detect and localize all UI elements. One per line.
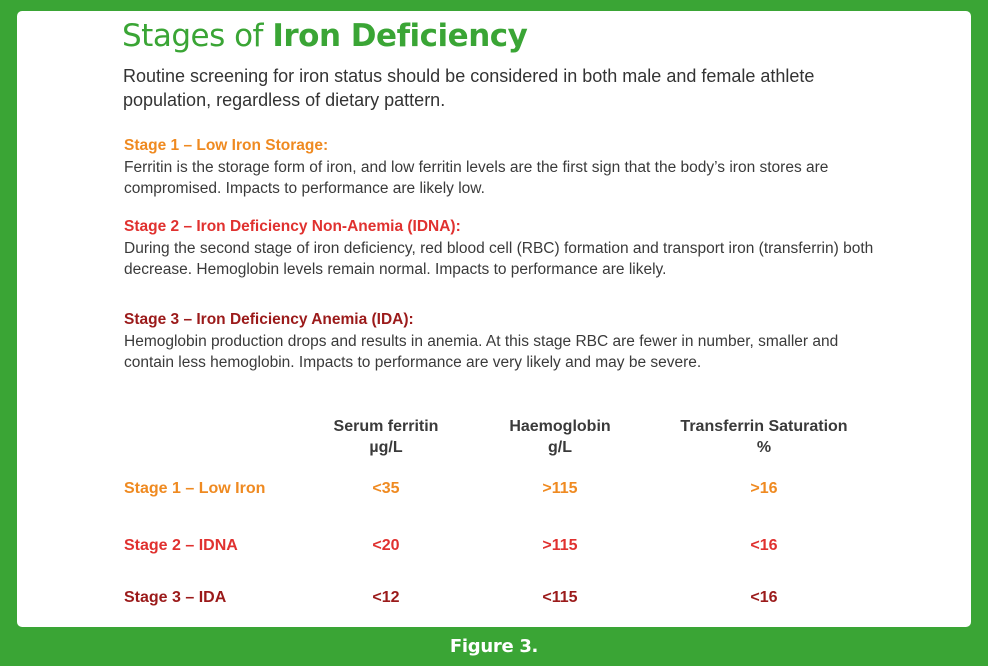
stage-3-heading: Stage 3 – Iron Deficiency Anemia (IDA): bbox=[124, 311, 414, 328]
cell-stage-1-ferritin: <35 bbox=[372, 480, 400, 497]
column-header-name: Serum ferritin bbox=[333, 418, 439, 435]
figure-card bbox=[17, 11, 971, 627]
column-header-name: Transferrin Saturation bbox=[680, 418, 848, 435]
stage-3-body: Hemoglobin production drops and results … bbox=[124, 332, 839, 372]
cell-stage-2-haemoglobin: >115 bbox=[542, 537, 578, 554]
column-header-transferrin-saturation: Transferrin Saturation % bbox=[664, 416, 864, 458]
row-label-stage-2: Stage 2 – IDNA bbox=[124, 537, 238, 554]
intro-text: Routine screening for iron status should… bbox=[123, 66, 815, 110]
figure-caption: Figure 3. bbox=[449, 636, 539, 657]
title-light: Stages of bbox=[122, 18, 273, 54]
cell-stage-1-transferrin: >16 bbox=[750, 480, 778, 497]
stage-2-section: Stage 2 – Iron Deficiency Non-Anemia (ID… bbox=[124, 216, 884, 281]
stage-1-heading: Stage 1 – Low Iron Storage: bbox=[124, 137, 329, 154]
row-label-stage-1: Stage 1 – Low Iron bbox=[124, 480, 266, 497]
column-header-unit: µg/L bbox=[369, 439, 403, 456]
stage-1-body: Ferritin is the storage form of iron, an… bbox=[124, 158, 829, 198]
cell-stage-3-transferrin: <16 bbox=[750, 589, 778, 606]
column-header-name: Haemoglobin bbox=[509, 418, 611, 435]
column-header-serum-ferritin: Serum ferritin µg/L bbox=[316, 416, 456, 458]
row-label-stage-3: Stage 3 – IDA bbox=[124, 589, 227, 606]
stage-3-section: Stage 3 – Iron Deficiency Anemia (IDA): … bbox=[124, 309, 884, 374]
cell-stage-3-ferritin: <12 bbox=[372, 589, 400, 606]
cell-stage-1-haemoglobin: >115 bbox=[542, 480, 578, 497]
stage-2-heading: Stage 2 – Iron Deficiency Non-Anemia (ID… bbox=[124, 218, 461, 235]
column-header-unit: % bbox=[756, 439, 772, 456]
page-title: Stages of Iron Deficiency bbox=[122, 18, 528, 54]
cell-stage-3-haemoglobin: <115 bbox=[542, 589, 578, 606]
cell-stage-2-ferritin: <20 bbox=[372, 537, 400, 554]
cell-stage-2-transferrin: <16 bbox=[750, 537, 778, 554]
column-header-haemoglobin: Haemoglobin g/L bbox=[490, 416, 630, 458]
stage-1-section: Stage 1 – Low Iron Storage: Ferritin is … bbox=[124, 135, 884, 200]
column-header-unit: g/L bbox=[548, 439, 572, 456]
title-bold: Iron Deficiency bbox=[272, 18, 528, 54]
stage-2-body: During the second stage of iron deficien… bbox=[124, 239, 874, 279]
